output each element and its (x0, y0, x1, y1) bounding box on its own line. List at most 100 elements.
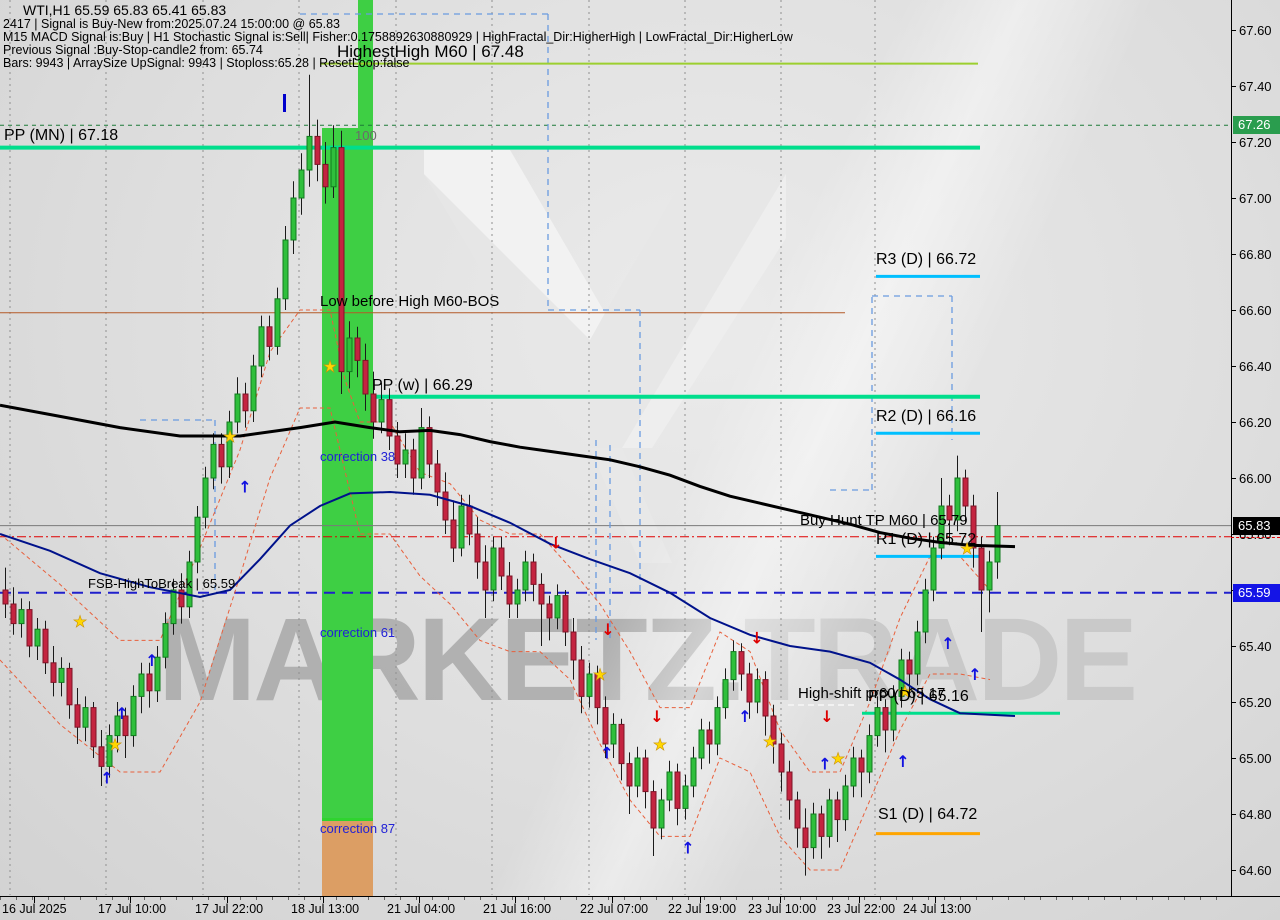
price-tick-label: 67.40 (1239, 78, 1272, 94)
time-tick-label: 17 Jul 22:00 (195, 902, 264, 916)
price-tick-label: 64.60 (1239, 862, 1272, 878)
price-tick-mark (1232, 29, 1236, 31)
horizontal-lines (0, 124, 1231, 594)
indicator-status-line: M15 MACD Signal is:Buy | H1 Stochastic S… (3, 29, 793, 44)
time-tick-mark (227, 897, 228, 903)
star-icon: ★ (763, 732, 777, 751)
price-tag: 65.59 (1233, 583, 1280, 602)
time-tick-label: 22 Jul 07:00 (580, 902, 649, 916)
sell-arrow-icon: ↓ (820, 707, 833, 726)
sell-arrow-icon: ↓ (601, 620, 614, 639)
sell-arrow-icon: ↓ (650, 707, 663, 726)
sell-arrow-icon: ↓ (549, 533, 562, 552)
buy-arrow-icon: ↑ (738, 707, 751, 726)
buy-arrow-icon: ↑ (145, 651, 158, 670)
price-tick-mark (1232, 197, 1236, 199)
price-tick-mark (1232, 813, 1236, 815)
time-tick-mark (130, 897, 131, 903)
price-tag: 65.83 (1233, 516, 1280, 535)
buy-arrow-icon: ↑ (238, 477, 251, 496)
comment-tick (283, 94, 286, 112)
time-tick-mark (34, 897, 35, 903)
star-icon: ★ (108, 735, 122, 754)
ma-blue (0, 490, 1016, 717)
price-tick-label: 66.20 (1239, 414, 1272, 430)
time-axis-minor-ticks (0, 897, 1231, 900)
price-tick-mark (1232, 365, 1236, 367)
time-tick-mark (612, 897, 613, 903)
envelope-lower (0, 407, 991, 871)
signal-markers: ↑ ↑ ↑ ↑ ↑ ↑ ↑ ↑ ↑ ↑ ↑ ↓ ↓ ↓ ↓ ↓ ★ ★ ★ ★ ★ ★ ★ ★ ★ ★ (73, 94, 982, 858)
star-icon: ★ (323, 357, 337, 376)
time-tick-label: 23 Jul 10:00 (748, 902, 817, 916)
time-tick-label: 17 Jul 10:00 (98, 902, 167, 916)
signal-status-line: 2417 | Signal is Buy-New from:2025.07.24… (3, 17, 340, 31)
price-tick-mark (1232, 85, 1236, 87)
time-tick-label: 22 Jul 19:00 (668, 902, 737, 916)
price-tick-label: 67.20 (1239, 134, 1272, 150)
star-icon: ★ (653, 735, 667, 754)
star-icon: ★ (831, 749, 845, 768)
buy-arrow-icon: ↑ (600, 743, 613, 762)
time-tick-label: 21 Jul 16:00 (483, 902, 552, 916)
price-axis[interactable]: 67.60 67.40 67.20 67.00 66.80 66.60 66.40 66.20… (1231, 0, 1280, 896)
price-tick-label: 65.00 (1239, 750, 1272, 766)
time-tick-label: 18 Jul 13:00 (291, 902, 360, 916)
bars-status-line: Bars: 9943 | ArraySize UpSignal: 9943 | … (3, 55, 410, 70)
buy-arrow-icon: ↑ (100, 769, 113, 788)
sell-arrow-icon: ↓ (750, 629, 763, 648)
star-icon: ★ (73, 612, 87, 631)
envelope-upper (0, 309, 991, 773)
price-tick-label: 65.20 (1239, 694, 1272, 710)
star-icon: ★ (223, 427, 237, 446)
buy-arrow-icon: ↑ (968, 665, 981, 684)
buy-arrow-icon: ↑ (681, 839, 694, 858)
price-tick-label: 66.60 (1239, 302, 1272, 318)
price-tick-mark (1232, 757, 1236, 759)
time-tick-label: 24 Jul 13:00 (903, 902, 972, 916)
info-panel: WTI,H1 65.59 65.83 65.41 65.83 2417 | Si… (3, 3, 793, 70)
price-tick-mark (1232, 477, 1236, 479)
time-tick-mark (935, 897, 936, 903)
time-tick-mark (859, 897, 860, 903)
buy-arrow-icon: ↑ (941, 634, 954, 653)
price-tick-label: 64.80 (1239, 806, 1272, 822)
period-separators (9, 0, 876, 895)
buy-arrow-icon: ↑ (115, 704, 128, 723)
time-tick-label: 21 Jul 04:00 (387, 902, 456, 916)
price-tick-mark (1232, 253, 1236, 255)
time-tick-mark (323, 897, 324, 903)
star-icon: ★ (593, 665, 607, 684)
time-tick-label: 23 Jul 22:00 (827, 902, 896, 916)
previous-signal-line: Previous Signal :Buy-Stop-candle2 from: … (3, 42, 263, 57)
price-tick-mark (1232, 645, 1236, 647)
tp-line-extension (1231, 536, 1280, 538)
price-tick-label: 65.40 (1239, 638, 1272, 654)
time-axis[interactable]: 16 Jul 2025 17 Jul 10:00 17 Jul 22:00 18 Ju… (0, 896, 1280, 920)
buy-arrow-icon: ↑ (818, 755, 831, 774)
time-tick-label: 16 Jul 2025 (2, 902, 67, 916)
time-tick-mark (780, 897, 781, 903)
time-tick-mark (515, 897, 516, 903)
ma-black (0, 403, 1016, 549)
time-tick-mark (419, 897, 420, 903)
price-tick-mark (1232, 309, 1236, 311)
price-tick-label: 67.00 (1239, 190, 1272, 206)
price-tick-mark (1232, 701, 1236, 703)
price-tick-label: 67.60 (1239, 22, 1272, 38)
price-tick-label: 66.00 (1239, 470, 1272, 486)
buy-arrow-icon: ↑ (896, 752, 909, 771)
time-tick-mark (700, 897, 701, 903)
highlight-bands (322, 0, 373, 896)
chart-title: WTI,H1 65.59 65.83 65.41 65.83 (23, 2, 227, 18)
price-tick-label: 66.40 (1239, 358, 1272, 374)
price-tick-mark (1232, 141, 1236, 143)
price-chart-surface[interactable]: ↑ ↑ ↑ ↑ ↑ ↑ ↑ ↑ ↑ ↑ ↑ ↓ ↓ ↓ ↓ ↓ ★ ★ ★ ★ ★ ★ ★ ★ ★ ★ (0, 0, 1231, 896)
price-tick-mark (1232, 869, 1236, 871)
price-tick-label: 66.80 (1239, 246, 1272, 262)
candles-series (2, 74, 1001, 876)
price-tag: 67.26 (1233, 116, 1280, 135)
price-tick-mark (1232, 421, 1236, 423)
star-icon: ★ (898, 682, 912, 701)
